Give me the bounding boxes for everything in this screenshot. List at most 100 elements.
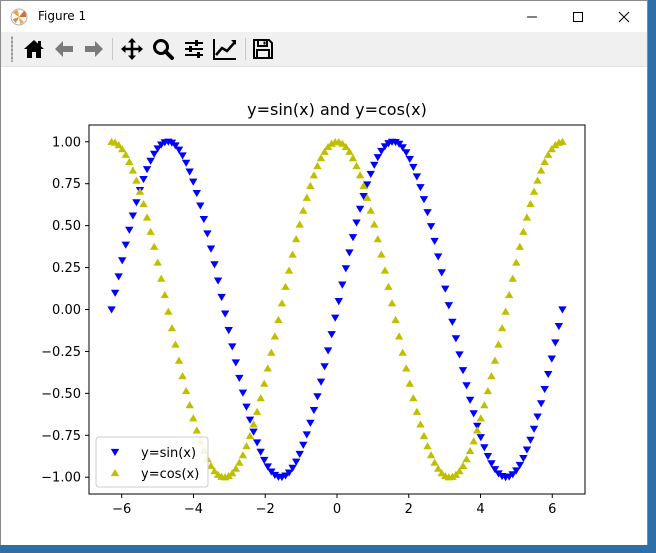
data-point xyxy=(519,454,528,463)
data-point xyxy=(480,401,489,409)
data-point xyxy=(469,437,478,445)
x-tick-label: 2 xyxy=(405,502,413,517)
data-point xyxy=(210,261,219,269)
data-point xyxy=(338,281,347,289)
data-point xyxy=(412,173,422,181)
data-point xyxy=(306,181,315,190)
data-point xyxy=(181,159,191,167)
plot-canvas[interactable]: y=sin(x) and y=cos(x) −6 −4 −2 0 2 4 6 −1.00 −0… xyxy=(1,67,647,545)
data-point xyxy=(373,235,383,243)
data-point xyxy=(107,306,116,314)
data-point xyxy=(128,166,138,174)
home-button[interactable] xyxy=(20,35,48,63)
configure-subplots-icon xyxy=(185,40,203,58)
zoom-icon xyxy=(153,39,174,60)
data-point xyxy=(384,282,393,290)
y-tick-label: −0.50 xyxy=(41,387,81,402)
legend-label: y=cos(x) xyxy=(141,467,199,482)
data-point xyxy=(544,371,553,379)
data-point xyxy=(512,258,521,266)
data-point xyxy=(533,176,542,184)
toolbar-grip[interactable] xyxy=(11,36,13,62)
data-point xyxy=(139,200,148,208)
back-arrow-icon xyxy=(55,41,73,57)
data-point xyxy=(235,458,244,466)
data-point xyxy=(433,253,443,261)
data-point xyxy=(295,450,304,459)
data-point xyxy=(558,306,567,314)
pan-button[interactable] xyxy=(118,35,146,63)
data-point xyxy=(189,414,198,422)
data-point xyxy=(323,347,333,355)
back-button[interactable] xyxy=(50,35,78,63)
data-point xyxy=(426,451,436,459)
data-point xyxy=(213,277,223,285)
data-point xyxy=(458,461,468,469)
x-tick-label: 4 xyxy=(476,502,484,517)
matplotlib-app-icon xyxy=(10,8,28,26)
data-point xyxy=(178,152,187,160)
data-point xyxy=(185,168,194,176)
data-point xyxy=(270,471,280,480)
maximize-button[interactable] xyxy=(555,1,601,32)
zoom-button[interactable] xyxy=(149,35,177,63)
chart-title: y=sin(x) and y=cos(x) xyxy=(247,100,427,119)
toolbar-separator xyxy=(112,38,113,60)
data-point xyxy=(547,145,556,153)
data-point xyxy=(284,469,294,477)
data-point xyxy=(256,394,265,402)
data-point xyxy=(366,206,375,214)
data-point xyxy=(455,351,464,359)
data-point xyxy=(206,245,216,253)
y-tick-label: 1.00 xyxy=(52,135,81,150)
title-bar[interactable]: Figure 1 xyxy=(1,1,647,32)
data-point xyxy=(181,386,191,395)
figure-canvas[interactable]: y=sin(x) and y=cos(x) −6 −4 −2 0 2 4 6 −1.00 −0… xyxy=(1,67,647,545)
data-point xyxy=(267,348,276,356)
data-point xyxy=(487,460,496,468)
data-point xyxy=(448,472,457,480)
data-point xyxy=(405,379,414,387)
data-point xyxy=(391,315,400,324)
data-point xyxy=(189,178,198,186)
data-point xyxy=(441,285,450,293)
data-point xyxy=(359,181,368,190)
data-point xyxy=(153,145,162,153)
data-point xyxy=(483,386,493,395)
data-point xyxy=(391,138,400,147)
data-point xyxy=(504,291,514,299)
forward-button[interactable] xyxy=(80,35,108,63)
data-point xyxy=(409,163,418,172)
data-point xyxy=(327,331,336,339)
data-point xyxy=(242,442,251,450)
data-point xyxy=(423,442,432,450)
data-point xyxy=(256,448,265,456)
data-point xyxy=(299,206,308,214)
data-point xyxy=(291,458,301,466)
data-point xyxy=(157,274,166,282)
y-axis: −1.00 −0.75 −0.50 −0.25 0.00 0.25 0.50 0.75 1.00 xyxy=(41,135,89,486)
data-point xyxy=(508,471,517,479)
close-button[interactable] xyxy=(601,1,647,32)
minimize-button[interactable] xyxy=(509,1,555,32)
data-point xyxy=(359,192,368,201)
data-point xyxy=(118,257,127,265)
data-point xyxy=(178,372,187,380)
data-point xyxy=(423,209,432,217)
save-button[interactable] xyxy=(249,35,277,63)
data-point xyxy=(316,378,326,386)
data-point xyxy=(370,220,379,228)
edit-axis-button[interactable] xyxy=(211,35,239,63)
data-point xyxy=(306,419,315,427)
data-point xyxy=(348,234,358,242)
data-point xyxy=(519,227,528,235)
data-point xyxy=(473,426,482,434)
data-point xyxy=(508,274,517,282)
data-point xyxy=(160,291,170,299)
data-point xyxy=(430,458,439,466)
data-point xyxy=(476,434,485,442)
data-point xyxy=(398,144,407,152)
data-point xyxy=(451,470,461,478)
data-point xyxy=(377,250,386,258)
configure-subplots-button[interactable] xyxy=(180,35,208,63)
